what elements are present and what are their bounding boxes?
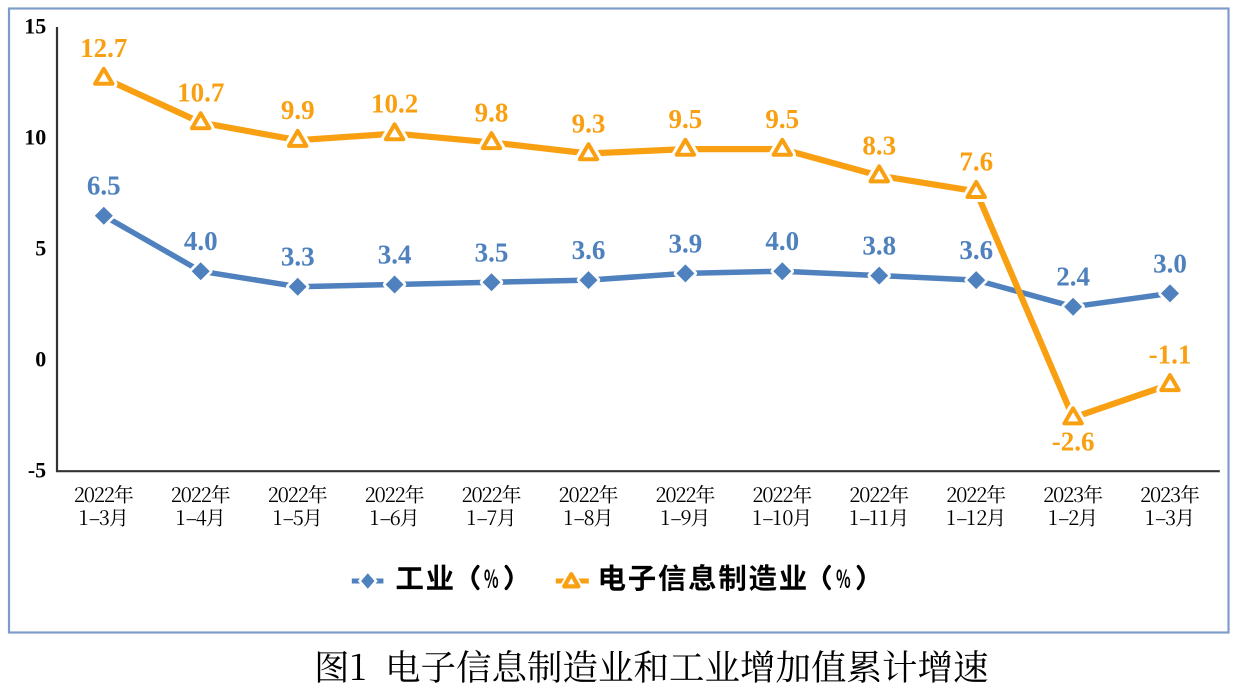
svg-text:10.7: 10.7 [177,78,224,108]
svg-text:9.9: 9.9 [281,95,315,125]
svg-text:8.3: 8.3 [862,131,896,161]
svg-text:2.4: 2.4 [1056,262,1090,292]
svg-text:15: 15 [24,14,46,39]
svg-text:10.2: 10.2 [371,89,418,119]
svg-text:12.7: 12.7 [80,33,127,63]
svg-text:4.0: 4.0 [765,226,799,256]
svg-text:3.6: 3.6 [959,235,993,265]
svg-text:3.6: 3.6 [572,235,606,265]
svg-text:3.0: 3.0 [1153,248,1187,278]
svg-text:3.5: 3.5 [475,237,509,267]
svg-text:5: 5 [35,236,46,261]
svg-text:3.8: 3.8 [862,231,896,261]
svg-text:3.3: 3.3 [281,242,315,272]
svg-text:6.5: 6.5 [87,171,121,201]
svg-text:4.0: 4.0 [184,226,218,256]
svg-text:-1.1: -1.1 [1149,339,1192,369]
svg-text:7.6: 7.6 [959,146,993,176]
svg-text:9.5: 9.5 [765,104,799,134]
svg-text:9.5: 9.5 [669,104,703,134]
svg-text:3.4: 3.4 [378,240,412,270]
svg-text:3.9: 3.9 [669,228,703,258]
svg-text:-2.6: -2.6 [1052,427,1095,457]
svg-text:0: 0 [35,347,46,372]
svg-text:-5: -5 [28,458,46,483]
svg-text:9.8: 9.8 [475,97,509,127]
svg-text:9.3: 9.3 [572,109,606,139]
svg-text:10: 10 [24,125,46,150]
